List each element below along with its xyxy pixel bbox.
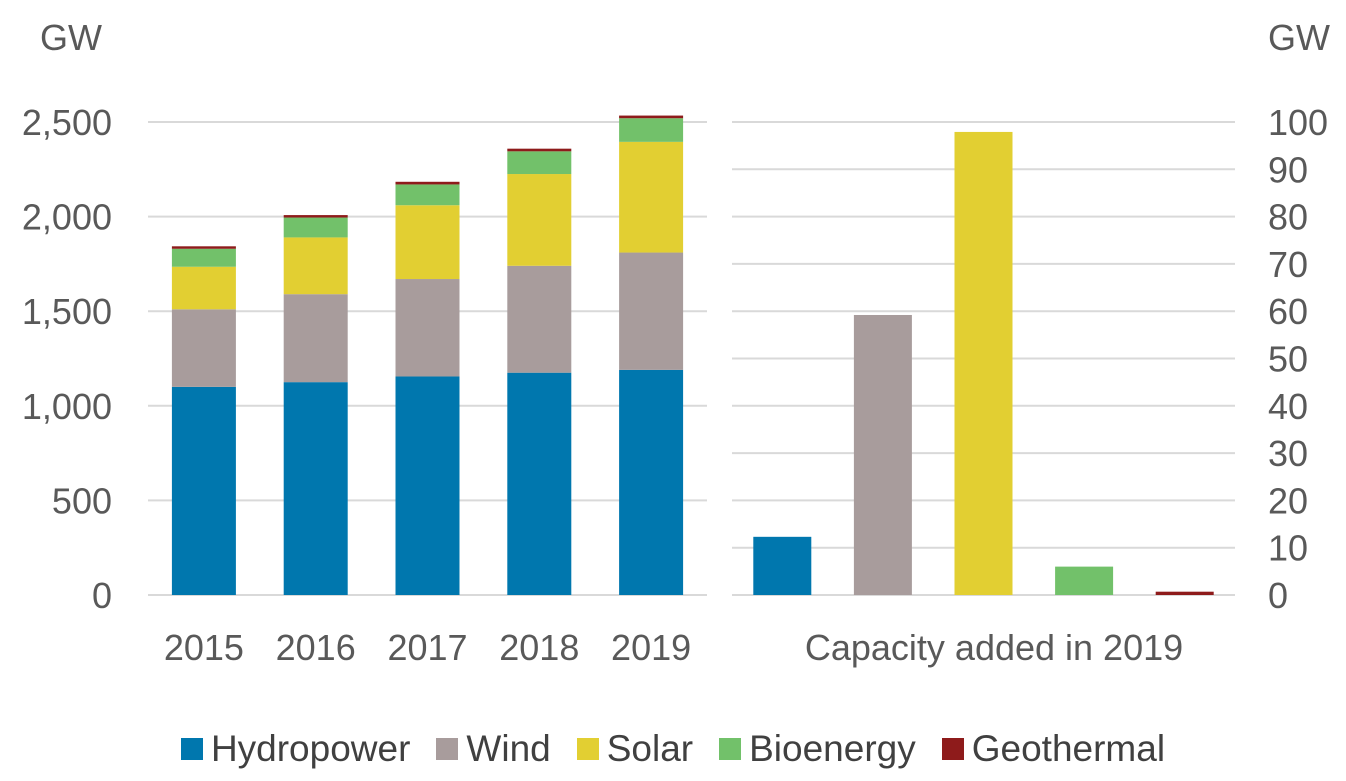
right-y-tick-label: 100 xyxy=(1268,102,1328,143)
added-bar-geothermal xyxy=(1155,591,1214,595)
right-y-tick-label: 0 xyxy=(1268,575,1288,616)
bar-wind-2017 xyxy=(395,279,460,377)
legend-label: Solar xyxy=(606,728,694,769)
right-y-tick-label: 30 xyxy=(1268,433,1308,474)
x-tick-label-2018: 2018 xyxy=(499,627,579,668)
right-y-tick-label: 40 xyxy=(1268,386,1308,427)
added-bar-wind xyxy=(853,314,912,595)
bar-solar-2015 xyxy=(171,266,236,310)
bar-geothermal-2017 xyxy=(395,181,460,185)
added-bar-solar xyxy=(954,131,1013,596)
left-chart-panel: GW 0 500 1,000 1,500 2,000 2,500 2015 2016 2017… xyxy=(22,17,707,668)
bar-wind-2016 xyxy=(283,294,348,383)
right-y-tick-label: 50 xyxy=(1268,339,1308,380)
right-y-ticks: 0 10 20 30 40 50 60 70 80 90 100 xyxy=(1268,102,1328,616)
right-x-axis-label: Capacity added in 2019 xyxy=(805,627,1183,668)
added-bar-bioenergy xyxy=(1055,566,1114,595)
right-y-tick-label: 70 xyxy=(1268,244,1308,285)
right-y-tick-label: 80 xyxy=(1268,197,1308,238)
bar-geothermal-2016 xyxy=(283,215,348,218)
left-y-tick-label: 2,000 xyxy=(22,197,112,238)
legend: Hydropower Wind Solar Bioenergy Geothermal xyxy=(0,722,1346,776)
bar-geothermal-2018 xyxy=(507,148,572,152)
right-y-tick-label: 60 xyxy=(1268,291,1308,332)
left-y-tick-label: 1,500 xyxy=(22,291,112,332)
right-y-tick-label: 10 xyxy=(1268,528,1308,569)
left-x-ticks: 2015 2016 2017 2018 2019 xyxy=(164,627,691,668)
added-bar-hydropower xyxy=(753,536,812,595)
legend-swatch xyxy=(436,738,459,760)
bar-hydropower-2018 xyxy=(507,372,572,595)
left-y-tick-label: 0 xyxy=(92,575,112,616)
right-bars xyxy=(753,131,1214,596)
bar-solar-2016 xyxy=(283,237,348,295)
bar-geothermal-2015 xyxy=(171,246,236,249)
left-y-ticks: 0 500 1,000 1,500 2,000 2,500 xyxy=(22,102,112,616)
bar-bioenergy-2019 xyxy=(619,118,684,142)
left-y-tick-label: 2,500 xyxy=(22,102,112,143)
left-y-tick-label: 1,000 xyxy=(22,386,112,427)
bar-hydropower-2019 xyxy=(619,369,684,595)
left-y-axis-label: GW xyxy=(40,17,102,58)
legend-label: Wind xyxy=(466,728,551,769)
legend-item-bioenergy: Bioenergy xyxy=(719,728,916,770)
bar-bioenergy-2017 xyxy=(395,184,460,206)
bar-solar-2017 xyxy=(395,205,460,280)
x-tick-label-2019: 2019 xyxy=(611,627,691,668)
legend-swatch xyxy=(180,738,203,760)
legend-swatch xyxy=(576,738,599,760)
legend-label: Hydropower xyxy=(210,728,411,769)
left-bars xyxy=(171,115,684,595)
bar-hydropower-2016 xyxy=(283,382,348,595)
bar-bioenergy-2016 xyxy=(283,217,348,238)
x-tick-label-2016: 2016 xyxy=(276,627,356,668)
legend-label: Geothermal xyxy=(971,728,1166,769)
bar-wind-2015 xyxy=(171,309,236,387)
left-y-tick-label: 500 xyxy=(52,480,112,521)
legend-item-wind: Wind xyxy=(436,728,551,770)
right-y-axis-label: GW xyxy=(1268,17,1330,58)
bar-wind-2018 xyxy=(507,265,572,373)
bar-wind-2019 xyxy=(619,252,684,370)
legend-item-solar: Solar xyxy=(576,728,694,770)
legend-label: Bioenergy xyxy=(749,728,916,769)
right-chart-panel: GW 0 10 20 30 40 50 60 70 80 90 100 Capacity added… xyxy=(732,17,1330,668)
legend-item-geothermal: Geothermal xyxy=(941,728,1166,770)
bar-geothermal-2019 xyxy=(619,115,684,119)
x-tick-label-2017: 2017 xyxy=(387,627,467,668)
bar-solar-2018 xyxy=(507,174,572,266)
right-y-tick-label: 90 xyxy=(1268,149,1308,190)
bar-hydropower-2015 xyxy=(171,386,236,595)
bar-solar-2019 xyxy=(619,141,684,253)
bar-bioenergy-2015 xyxy=(171,248,236,267)
legend-swatch xyxy=(719,738,742,760)
right-y-tick-label: 20 xyxy=(1268,480,1308,521)
legend-item-hydropower: Hydropower xyxy=(180,728,411,770)
bar-hydropower-2017 xyxy=(395,376,460,595)
bar-bioenergy-2018 xyxy=(507,151,572,175)
x-tick-label-2015: 2015 xyxy=(164,627,244,668)
legend-swatch xyxy=(941,738,964,760)
